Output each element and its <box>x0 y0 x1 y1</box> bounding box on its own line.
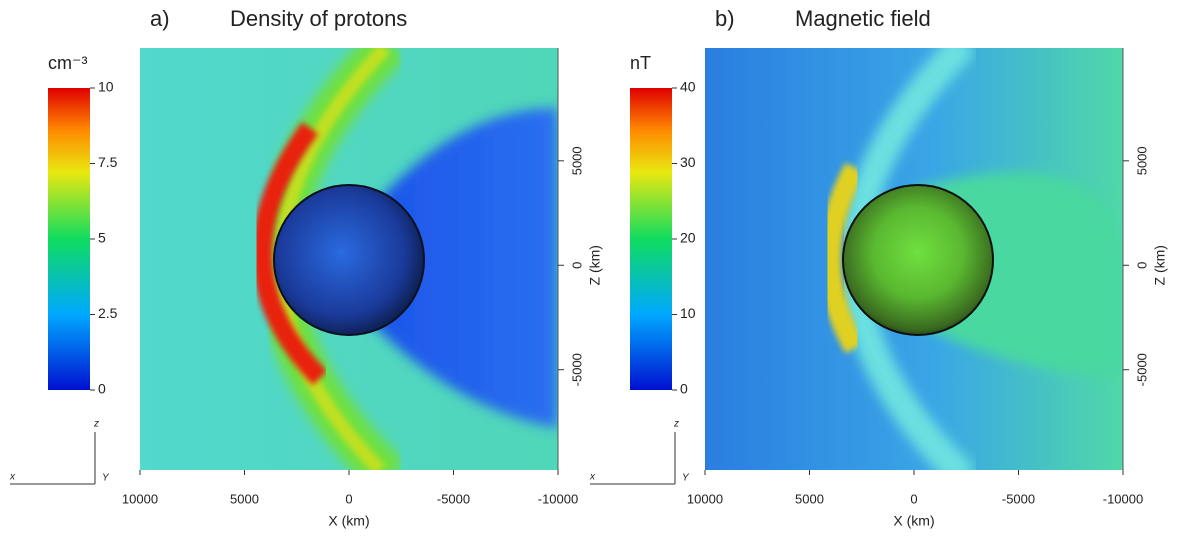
colorbar <box>48 88 90 390</box>
x-axis-label: X (km) <box>893 513 934 529</box>
y-tick-label: 5000 <box>1134 146 1149 175</box>
x-tick-label: -10000 <box>538 491 578 506</box>
y-tick-label: 0 <box>1134 262 1149 269</box>
colorbar-tick-label: 7.5 <box>98 154 118 170</box>
y-tick-label: -5000 <box>1134 353 1149 386</box>
colorbar-label: cm⁻³ <box>48 53 88 73</box>
colorbar-tick-label: 40 <box>680 79 696 95</box>
triad-label: x <box>589 472 596 483</box>
panel-title: Magnetic field <box>795 6 931 31</box>
x-tick-label: 10000 <box>122 491 158 506</box>
x-tick-label: -10000 <box>1103 491 1143 506</box>
colorbar-tick-label: 2.5 <box>98 305 118 321</box>
colorbar-label: nT <box>630 53 651 73</box>
colorbar-tick-label: 0 <box>98 381 106 397</box>
density-image <box>140 48 558 470</box>
x-tick-label: -5000 <box>1002 491 1035 506</box>
colorbar-tick-label: 5 <box>98 230 106 246</box>
y-axis-label: Z (km) <box>587 245 603 285</box>
colorbar-tick-label: 20 <box>680 230 696 246</box>
colorbar-tick-label: 10 <box>98 79 114 95</box>
x-tick-label: -5000 <box>437 491 470 506</box>
y-tick-label: -5000 <box>569 353 584 386</box>
triad-label: x <box>9 472 16 483</box>
triad-label: z <box>93 419 99 430</box>
panel-title: Density of protons <box>230 6 407 31</box>
colorbar-tick-label: 10 <box>680 305 696 321</box>
colorbar-tick-label: 30 <box>680 154 696 170</box>
y-tick-label: 0 <box>569 262 584 269</box>
x-axis-label: X (km) <box>328 513 369 529</box>
x-tick-label: 10000 <box>687 491 723 506</box>
colorbar-tick-label: 0 <box>680 381 688 397</box>
triad-label: z <box>673 419 679 430</box>
colorbar <box>630 88 672 390</box>
triad-label: Y <box>102 473 110 484</box>
panel-label: b) <box>715 6 735 31</box>
y-axis-label: Z (km) <box>1152 245 1168 285</box>
x-tick-label: 0 <box>910 491 917 506</box>
y-tick-label: 5000 <box>569 146 584 175</box>
panel-label: a) <box>150 6 170 31</box>
triad-label: Y <box>682 473 690 484</box>
x-tick-label: 5000 <box>230 491 259 506</box>
x-tick-label: 5000 <box>795 491 824 506</box>
x-tick-label: 0 <box>345 491 352 506</box>
magnetic-image <box>705 48 1123 470</box>
